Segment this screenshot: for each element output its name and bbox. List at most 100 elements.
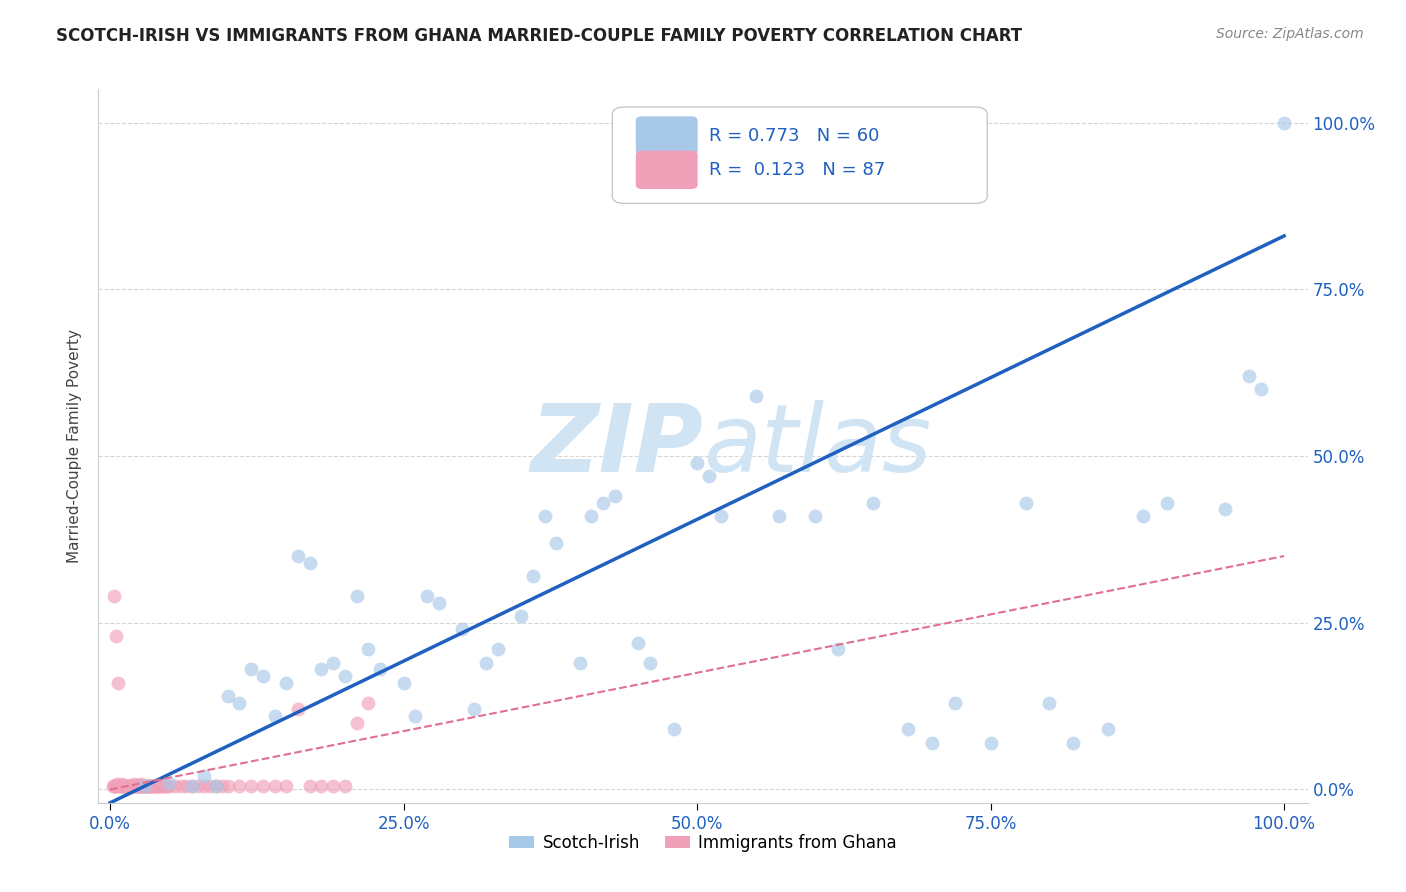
Point [103, 589, 125, 603]
Point [124, 779, 146, 793]
Point [287, 702, 309, 716]
Point [1132, 509, 1154, 524]
Point [404, 709, 426, 723]
Point [862, 496, 884, 510]
Point [141, 779, 163, 793]
Point [1272, 115, 1295, 129]
Point [193, 769, 215, 783]
Point [522, 569, 544, 583]
Point [1250, 382, 1272, 396]
Point [103, 779, 125, 793]
Point [114, 779, 136, 793]
Point [217, 779, 239, 793]
Point [346, 589, 368, 603]
Point [1215, 502, 1237, 516]
Point [118, 779, 141, 793]
Point [127, 779, 149, 793]
Point [768, 509, 790, 524]
Point [1015, 496, 1038, 510]
Point [117, 779, 139, 793]
Point [263, 709, 285, 723]
Point [110, 779, 132, 793]
Point [110, 779, 132, 793]
FancyBboxPatch shape [613, 107, 987, 203]
Point [150, 779, 173, 793]
Text: R = 0.773   N = 60: R = 0.773 N = 60 [709, 127, 879, 145]
Point [228, 779, 250, 793]
Point [131, 779, 153, 793]
Point [155, 779, 177, 793]
Point [486, 642, 509, 657]
Point [124, 779, 146, 793]
Text: atlas: atlas [703, 401, 931, 491]
Point [204, 779, 226, 793]
Point [134, 779, 156, 793]
Point [533, 509, 555, 524]
Point [322, 779, 344, 793]
Point [163, 779, 186, 793]
Text: SCOTCH-IRISH VS IMMIGRANTS FROM GHANA MARRIED-COUPLE FAMILY POVERTY CORRELATION : SCOTCH-IRISH VS IMMIGRANTS FROM GHANA MA… [56, 27, 1022, 45]
Point [157, 776, 180, 790]
Point [827, 642, 849, 657]
Point [128, 779, 150, 793]
Point [139, 779, 162, 793]
Point [1156, 496, 1178, 510]
Point [510, 609, 533, 624]
Point [638, 656, 661, 670]
Point [1097, 723, 1119, 737]
Point [129, 777, 152, 791]
Point [176, 779, 198, 793]
Point [686, 456, 709, 470]
Point [155, 779, 177, 793]
Point [204, 779, 226, 793]
Point [298, 556, 321, 570]
Point [134, 779, 156, 793]
Point [111, 777, 134, 791]
Point [121, 779, 143, 793]
Point [148, 779, 170, 793]
Point [114, 779, 136, 793]
Point [143, 779, 166, 793]
Point [697, 469, 720, 483]
Point [146, 779, 169, 793]
Point [581, 509, 603, 524]
Point [945, 696, 967, 710]
Point [104, 779, 127, 793]
Point [142, 779, 165, 793]
Point [311, 662, 333, 676]
Point [298, 779, 321, 793]
Point [921, 736, 943, 750]
Point [150, 779, 173, 793]
Point [897, 723, 920, 737]
Point [627, 636, 650, 650]
Point [322, 656, 344, 670]
FancyBboxPatch shape [637, 152, 697, 188]
Point [117, 779, 139, 793]
Point [240, 779, 263, 793]
Point [463, 702, 485, 716]
Point [141, 779, 163, 793]
Point [475, 656, 498, 670]
FancyBboxPatch shape [637, 117, 697, 154]
Text: R =  0.123   N = 87: R = 0.123 N = 87 [709, 161, 886, 178]
Point [427, 596, 450, 610]
Point [112, 779, 135, 793]
Point [112, 779, 135, 793]
Point [105, 777, 128, 791]
Point [143, 779, 166, 793]
Point [980, 736, 1002, 750]
Point [120, 779, 142, 793]
Point [120, 779, 142, 793]
Text: ZIP: ZIP [530, 400, 703, 492]
Point [134, 779, 156, 793]
Point [153, 779, 176, 793]
Point [276, 779, 298, 793]
Point [141, 779, 163, 793]
Point [128, 779, 150, 793]
Point [1237, 368, 1260, 383]
Point [135, 779, 157, 793]
Point [333, 669, 356, 683]
Point [346, 715, 368, 730]
Point [138, 779, 160, 793]
Point [136, 779, 159, 793]
